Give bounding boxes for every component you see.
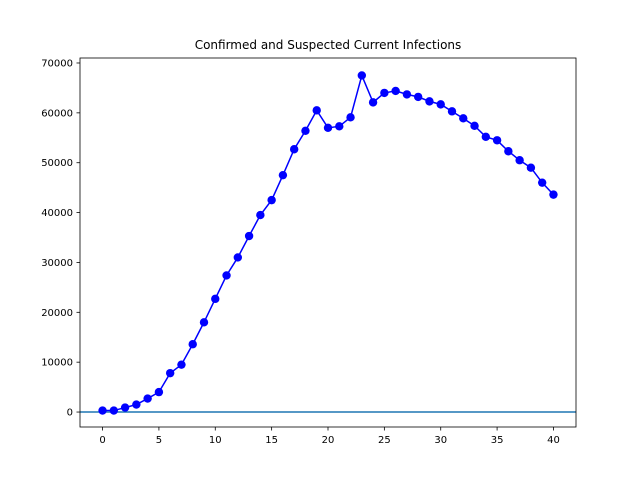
data-point	[515, 156, 524, 165]
data-point	[425, 97, 434, 106]
data-point	[481, 132, 491, 141]
data-point	[98, 406, 107, 415]
data-point	[335, 122, 344, 131]
x-tick-label: 25	[378, 435, 391, 446]
data-point	[459, 114, 468, 123]
data-point	[402, 90, 412, 99]
data-point	[492, 136, 502, 145]
data-point	[526, 163, 536, 172]
y-tick-label: 20000	[41, 308, 73, 319]
y-tick-label: 0	[67, 408, 73, 419]
plot-area: 0 5 10 15 20 25 30 35 40 0 10000 20000 30000 40000 500…	[41, 57, 577, 446]
data-point	[199, 318, 209, 327]
data-point	[301, 126, 310, 136]
data-point	[256, 210, 265, 220]
data-point	[177, 360, 186, 369]
data-point	[549, 190, 558, 199]
y-tick-label: 70000	[41, 58, 73, 69]
chart-title: Confirmed and Suspected Current Infectio…	[195, 38, 462, 52]
data-point	[267, 195, 276, 205]
x-tick-label: 0	[99, 435, 105, 446]
data-point	[537, 178, 547, 187]
x-tick-label: 5	[156, 435, 162, 446]
axes-frame	[79, 57, 577, 428]
x-tick-label: 35	[491, 435, 504, 446]
data-point	[143, 394, 152, 403]
data-point	[470, 121, 479, 131]
y-tick-label: 60000	[41, 108, 73, 119]
x-tick-label: 15	[265, 435, 278, 446]
data-point	[188, 340, 197, 349]
data-point	[436, 100, 445, 109]
data-point	[413, 92, 423, 102]
data-point	[233, 253, 243, 262]
data-point	[154, 387, 164, 397]
y-tick-label: 30000	[41, 258, 73, 269]
y-tick-label: 50000	[41, 158, 73, 169]
x-tick-label: 30	[434, 435, 447, 446]
data-point	[109, 406, 119, 415]
data-point	[132, 400, 141, 409]
data-point	[211, 294, 220, 304]
data-point	[222, 271, 231, 280]
x-tick-label: 40	[547, 435, 560, 446]
x-tick-label: 20	[322, 435, 335, 446]
data-point	[120, 403, 130, 412]
data-point	[244, 231, 254, 241]
data-point	[278, 170, 288, 180]
data-point	[504, 147, 513, 156]
data-point	[312, 106, 321, 115]
data-point	[346, 113, 355, 122]
y-tick-label: 40000	[41, 208, 73, 219]
data-point	[368, 98, 378, 107]
data-point	[357, 71, 367, 80]
data-point	[289, 145, 299, 154]
data-point	[447, 107, 457, 116]
data-point	[165, 368, 175, 378]
data-point	[380, 88, 389, 98]
data-point	[391, 86, 400, 96]
data-point	[323, 123, 333, 133]
y-tick-label: 10000	[41, 358, 73, 369]
x-tick-label: 10	[209, 435, 222, 446]
